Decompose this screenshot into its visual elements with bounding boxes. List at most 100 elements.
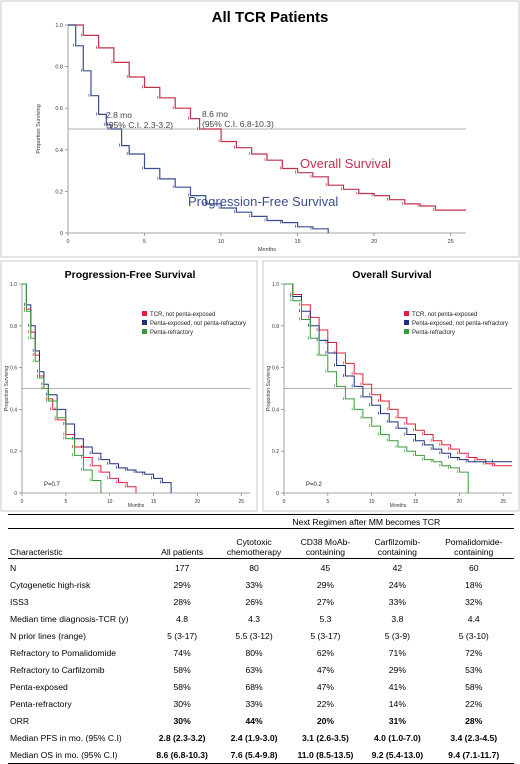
table-row: Refractory to Carfilzomib 58% 63% 47% 29% 53%: [8, 661, 514, 678]
y-tick-label: 0.8: [272, 324, 279, 330]
table-cell: 60: [468, 562, 479, 573]
table-cell: 53%: [465, 664, 483, 675]
table-cell: 5.3: [319, 613, 332, 624]
y-tick-label: 0: [276, 491, 279, 497]
table-cell: 58%: [465, 681, 483, 692]
row-label: Penta-refractory: [10, 698, 72, 709]
table-cell: 30%: [173, 715, 191, 726]
x-tick-label: 20: [457, 499, 463, 505]
row-label: Cytogenetic high-risk: [10, 579, 91, 590]
table-row: Cytogenetic high-risk 29% 33% 29% 24% 18%: [8, 576, 514, 593]
chart-title: All TCR Patients: [212, 9, 329, 26]
table-cell: 9.4 (7.1-11.7): [433, 746, 514, 764]
row-label: Penta-exposed: [10, 681, 68, 692]
table-cell: 44%: [245, 715, 263, 726]
table-cell: 5 (3-17): [167, 630, 198, 641]
table-cell: 2.8 (2.3-3.2): [158, 732, 206, 743]
row-label: ISS3: [10, 596, 29, 607]
chart-title: Overall Survival: [352, 269, 431, 281]
legend-swatch: [142, 329, 147, 334]
column-header-row: Characteristic All patients Cytotoxic chemo…: [8, 528, 514, 559]
row-label: Median OS in mo. (95% C.I): [8, 746, 146, 764]
table-cell: 5 (3-17): [310, 630, 341, 641]
legend-label: Penta-refractory: [150, 330, 193, 336]
x-axis-label: Months: [258, 247, 276, 253]
legend-label: Penta-exposed, not penta-refractory: [412, 321, 508, 327]
table-cell: 58%: [173, 664, 191, 675]
column-header: Carfilzomib-containing: [361, 528, 434, 559]
table-cell: 74%: [173, 647, 191, 658]
table-cell: 8.6 (6.8-10.3): [145, 746, 219, 764]
y-tick-label: 1.0: [272, 282, 279, 288]
legend-label: Penta-refractory: [412, 330, 455, 336]
series-line-1: [22, 283, 172, 493]
table-cell: 4.4: [467, 613, 480, 624]
series-line-2: [22, 283, 102, 493]
column-header-line: chemotherapy: [226, 547, 282, 557]
table-cell: 47%: [316, 681, 335, 692]
group-header-spacer: [8, 514, 219, 529]
column-header-line: containing: [377, 547, 417, 557]
y-tick-label: 0: [14, 491, 17, 497]
table-cell: 2.4 (1.9-3.0): [230, 732, 278, 743]
y-axis-label: Proportion Surviving: [4, 366, 10, 411]
x-tick-label: 25: [238, 499, 244, 505]
legend-swatch: [404, 320, 409, 325]
table-cell: 177: [174, 562, 190, 573]
table-cell: 63%: [245, 664, 263, 675]
y-tick-label: 0.4: [55, 148, 63, 154]
column-header: CD38 MoAb-containing: [289, 528, 362, 559]
legend-swatch: [404, 329, 409, 334]
series-line-1: [284, 283, 512, 463]
table-cell: 33%: [388, 596, 406, 607]
table-cell: 22%: [316, 698, 335, 709]
pfs-median-annotation: 2.8 mo: [106, 110, 132, 120]
table-cell: 47%: [316, 664, 335, 675]
y-tick-label: 0.6: [55, 106, 63, 112]
table-cell: 4.0 (1.0-7.0): [373, 732, 421, 743]
row-label: Refractory to Pomalidomide: [10, 647, 117, 658]
y-tick-label: 0.6: [10, 366, 17, 372]
x-tick-label: 5: [143, 239, 146, 245]
table-row: Penta-exposed 58% 68% 47% 41% 58%: [8, 678, 514, 695]
table-row: N 177 80 45 42 60: [8, 559, 514, 577]
os-chart: Overall Survival 0 5 10 15 20 25 0 0.2 0.4 0.6 0.8…: [262, 260, 520, 512]
x-tick-label: 15: [413, 499, 419, 505]
row-label: ORR: [10, 715, 30, 726]
column-header-line: Pomalidomide-: [445, 537, 503, 547]
table-cell: 26%: [245, 596, 263, 607]
x-tick-label: 0: [283, 499, 286, 505]
column-header-line: All patients: [161, 547, 204, 557]
p-value: P=0.2: [306, 482, 323, 488]
x-tick-label: 0: [21, 499, 24, 505]
x-tick-label: 20: [371, 239, 377, 245]
chart-title: Progression-Free Survival: [65, 269, 196, 281]
legend-label: TCR, not penta-exposed: [150, 312, 215, 318]
series-line-2: [284, 283, 469, 493]
legend-label: Penta-exposed, not penta-refractory: [150, 321, 246, 327]
column-header-line: CD38 MoAb-: [300, 537, 351, 547]
table-cell: 20%: [316, 715, 335, 726]
legend-swatch: [142, 311, 147, 316]
table-cell: 24%: [388, 579, 406, 590]
table-cell: 42: [392, 562, 403, 573]
table-row: Refractory to Pomalidomide 74% 80% 62% 71% 72…: [8, 644, 514, 661]
series-line-0: [68, 24, 466, 211]
series-line-1: [68, 24, 329, 233]
series-label-pfs: Progression-Free Survival: [188, 194, 338, 209]
column-header: Characteristic: [8, 528, 146, 559]
table-cell: 45: [320, 562, 331, 573]
table-cell: 5 (3-9): [384, 630, 411, 641]
table-cell: 80: [249, 562, 259, 573]
table-cell: 29%: [388, 664, 406, 675]
table-cell: 27%: [316, 596, 335, 607]
column-header-line: containing: [305, 547, 346, 557]
x-axis-label: Months: [390, 503, 407, 509]
table-cell: 68%: [245, 681, 263, 692]
y-tick-label: 0.8: [10, 324, 17, 330]
y-tick-label: 1.0: [55, 23, 63, 29]
table-cell: 32%: [465, 596, 483, 607]
table-cell: 22%: [465, 698, 483, 709]
table-row: Penta-refractory 30% 33% 22% 14% 22%: [8, 695, 514, 712]
table-cell: 14%: [388, 698, 406, 709]
